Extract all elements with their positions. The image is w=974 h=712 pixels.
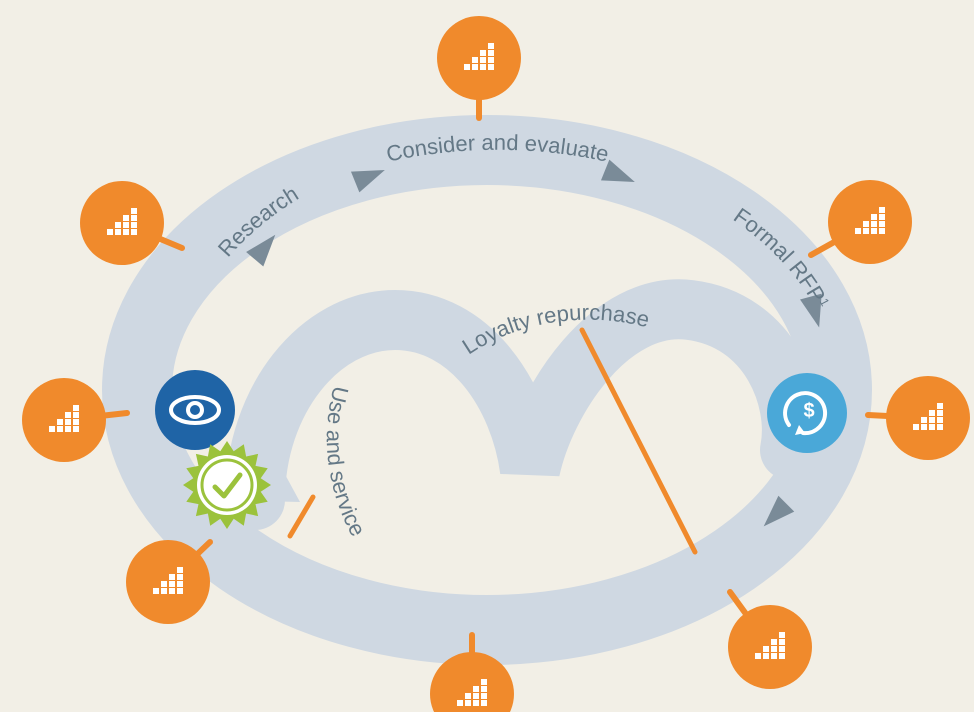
label-useservice: Use and service — [322, 384, 371, 540]
orange-node — [728, 605, 812, 689]
orange-node — [437, 16, 521, 100]
orange-node — [828, 180, 912, 264]
dollar-node: $ — [767, 373, 847, 453]
diagram-svg: $ ResearchConsider and evaluateFormal RF… — [0, 0, 974, 712]
diagram-stage: $ ResearchConsider and evaluateFormal RF… — [0, 0, 974, 712]
orange-spoke — [582, 330, 695, 552]
orange-node — [126, 540, 210, 624]
orange-node — [22, 378, 106, 462]
orange-node — [80, 181, 164, 265]
orange-tick — [290, 497, 313, 536]
orange-node — [886, 376, 970, 460]
dollar-icon: $ — [803, 400, 814, 422]
green-badge — [183, 441, 271, 529]
eye-node — [155, 370, 235, 450]
